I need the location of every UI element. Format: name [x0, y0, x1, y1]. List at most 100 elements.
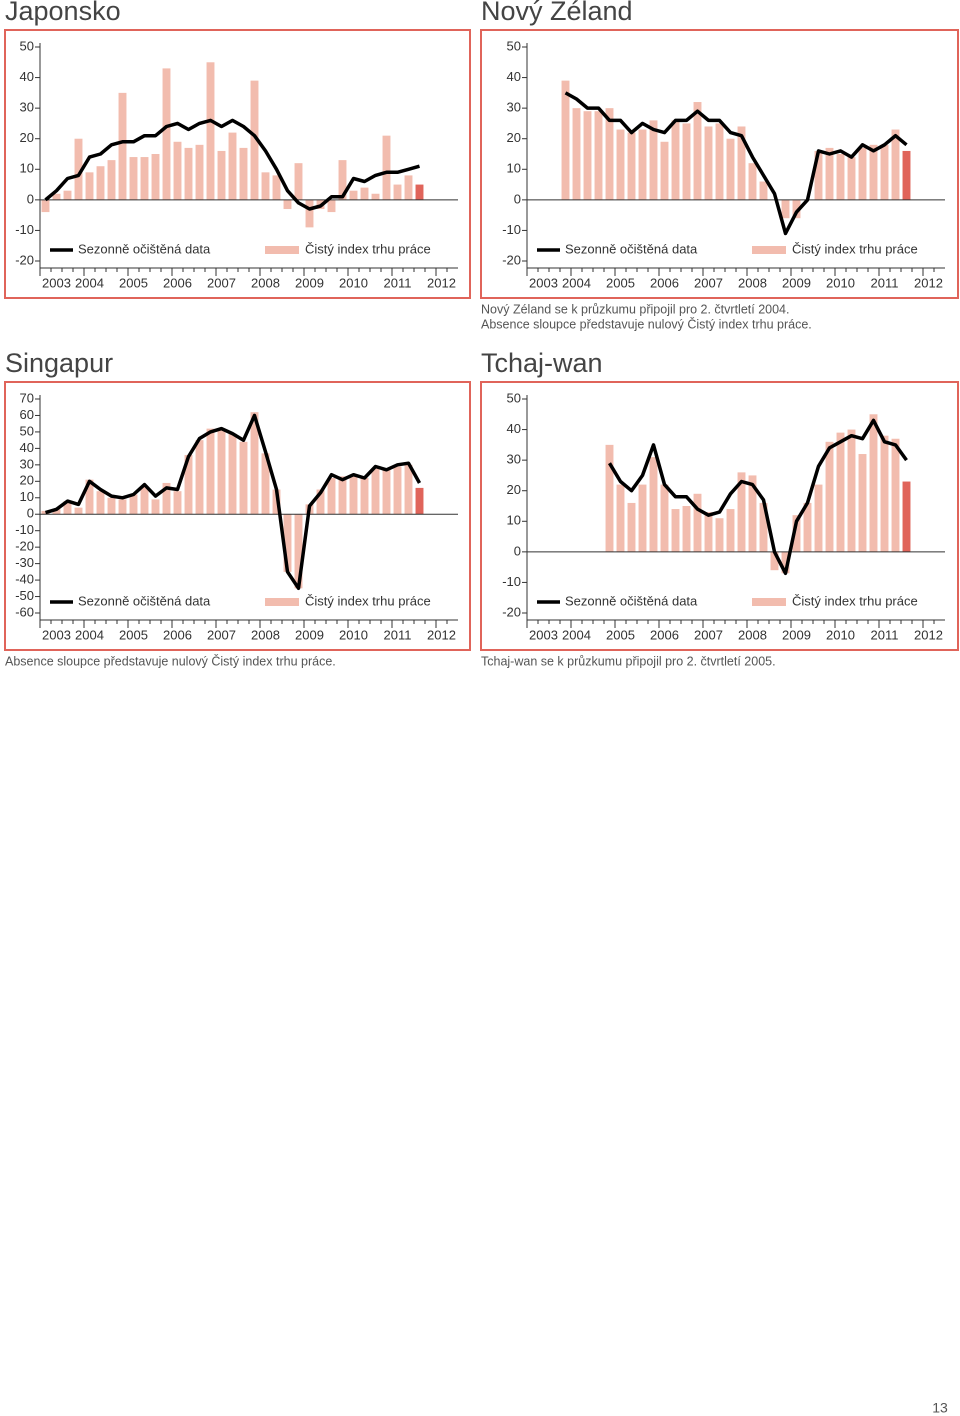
x-tick-label: 2003 [529, 275, 558, 290]
bar [195, 440, 204, 515]
bar [118, 499, 127, 515]
x-tick-label: 2010 [339, 627, 368, 642]
bar [129, 157, 138, 200]
bar [140, 157, 149, 200]
bar [404, 175, 413, 200]
x-tick-label: 2005 [119, 275, 148, 290]
bar [891, 438, 900, 552]
bar [129, 494, 138, 515]
line [44, 118, 420, 211]
bar [605, 108, 614, 200]
x-tick-label: 2008 [738, 275, 767, 290]
legend-label: Sezonně očištěná data [565, 241, 698, 256]
bar [627, 132, 636, 200]
bar [151, 499, 160, 515]
y-tick-label: 30 [507, 100, 521, 115]
y-tick-label: 40 [507, 421, 521, 436]
chart-title: Singapur [5, 348, 113, 378]
y-tick-label: 40 [507, 69, 521, 84]
bar [693, 102, 702, 200]
bar [107, 160, 116, 200]
x-tick-label: 2010 [339, 275, 368, 290]
line [564, 91, 908, 236]
legend-label: Čistý index trhu práce [792, 241, 918, 256]
x-tick-label: 2005 [119, 627, 148, 642]
panel-frame [4, 381, 471, 651]
x-tick-label: 2007 [207, 627, 236, 642]
y-tick-label: 20 [20, 473, 34, 488]
legend-label: Sezonně očištěná data [565, 593, 698, 608]
bar [869, 414, 878, 552]
bar [814, 150, 823, 200]
chart-title: Tchaj-wan [481, 348, 603, 378]
legend-label: Čistý index trhu práce [305, 593, 431, 608]
legend-swatch [265, 246, 299, 254]
bar [63, 190, 72, 200]
panel-frame [480, 29, 959, 299]
legend-label: Čistý index trhu práce [305, 241, 431, 256]
bar [847, 157, 856, 200]
y-tick-label: 0 [514, 191, 521, 206]
legend-swatch [752, 246, 786, 254]
bar [869, 144, 878, 200]
x-tick-label: 2006 [163, 627, 192, 642]
bar [74, 507, 83, 515]
x-tick-label: 2007 [207, 275, 236, 290]
y-tick-label: 50 [20, 38, 34, 53]
bar [814, 484, 823, 552]
bar [415, 487, 424, 515]
line [608, 418, 908, 576]
y-tick-label: -30 [15, 555, 34, 570]
bar [781, 199, 790, 219]
bar [660, 484, 669, 552]
legend-swatch [752, 598, 786, 606]
x-tick-label: 2011 [871, 627, 899, 642]
bar [338, 160, 347, 200]
bar [349, 474, 358, 515]
x-tick-label: 2010 [826, 627, 855, 642]
y-tick-label: 40 [20, 69, 34, 84]
chart-title: Nový Zéland [481, 0, 633, 26]
bar [902, 150, 911, 200]
bar [671, 509, 680, 552]
bar [638, 129, 647, 200]
bar [858, 454, 867, 552]
bar [561, 80, 570, 200]
x-tick-label: 2005 [606, 627, 635, 642]
x-tick-label: 2006 [650, 275, 679, 290]
bar [41, 199, 50, 213]
chart-note: Tchaj-wan se k průzkumu připojil pro 2. … [481, 654, 776, 668]
y-tick-label: 0 [27, 191, 34, 206]
x-tick-label: 2004 [562, 275, 591, 290]
bar [891, 129, 900, 200]
y-tick-label: 10 [507, 513, 521, 528]
bar [206, 428, 215, 515]
bar [682, 123, 691, 200]
x-tick-label: 2004 [75, 627, 104, 642]
x-tick-label: 2009 [295, 627, 324, 642]
bar [294, 163, 303, 200]
bar [239, 441, 248, 515]
x-tick-label: 2009 [782, 275, 811, 290]
bar [294, 514, 303, 589]
bar [393, 184, 402, 200]
bar [627, 502, 636, 552]
x-tick-label: 2009 [295, 275, 324, 290]
y-tick-label: -50 [15, 588, 34, 603]
bar [228, 132, 237, 200]
chart-note: Absence sloupce představuje nulový Čistý… [5, 653, 336, 668]
y-tick-label: 40 [20, 440, 34, 455]
bar [605, 444, 614, 552]
bar [217, 428, 226, 515]
bar [382, 135, 391, 200]
bar [660, 141, 669, 200]
bar [748, 475, 757, 552]
y-tick-label: 10 [507, 161, 521, 176]
bar [96, 166, 105, 200]
y-tick-label: -10 [15, 522, 34, 537]
x-tick-label: 2011 [384, 627, 412, 642]
y-tick-label: -60 [15, 604, 34, 619]
legend-label: Čistý index trhu práce [792, 593, 918, 608]
page-number: 13 [932, 1400, 948, 1416]
bar [792, 515, 801, 552]
